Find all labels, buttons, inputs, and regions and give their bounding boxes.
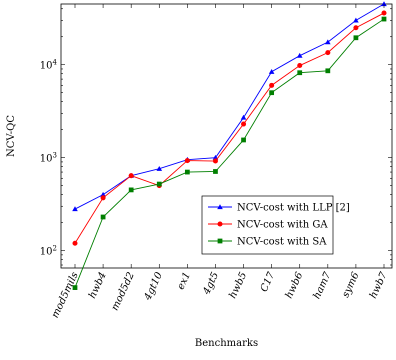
x-tick-label-4gt10: 4gt10 — [142, 270, 165, 303]
y-tick-label: 104 — [40, 59, 58, 72]
y-tick-exponent: 4 — [53, 59, 58, 67]
data-point-triangle — [240, 114, 247, 120]
data-point-triangle — [217, 204, 223, 210]
x-tick-label-hwb7: hwb7 — [368, 270, 390, 300]
series-2 — [72, 10, 387, 246]
data-point-circle — [128, 173, 134, 179]
series-line — [74, 12, 385, 244]
series-line — [74, 3, 385, 210]
series-line — [74, 18, 385, 288]
series-1 — [72, 1, 387, 212]
y-tick-exponent: 2 — [53, 245, 57, 253]
data-point-circle — [381, 10, 387, 16]
legend-label: NCV-cost with LLP [2] — [237, 203, 350, 214]
x-tick-label-mod5mils: mod5mils — [50, 271, 81, 320]
legend-entry-1: NCV-cost with LLP [2] — [208, 203, 350, 214]
y-axis-title: NCV-QC — [6, 115, 17, 157]
x-tick-label-ex1: ex1 — [176, 271, 194, 292]
data-point-triangle — [353, 17, 359, 23]
data-point-circle — [353, 25, 359, 31]
x-tick-label-hwb6: hwb6 — [284, 270, 306, 300]
x-tick-label-hwb5: hwb5 — [228, 271, 250, 301]
data-point-square — [156, 181, 162, 187]
data-point-triangle — [268, 68, 275, 74]
data-point-square — [128, 187, 134, 193]
x-tick-label-hwb4: hwb4 — [87, 271, 109, 301]
plot-frame-layer — [60, 3, 393, 269]
x-tick-label-4gt5: 4gt5 — [201, 271, 221, 298]
data-point-square — [297, 70, 303, 76]
legend: NCV-cost with LLP [2] NCV-cost with GA NCV… — [201, 195, 350, 255]
y-tick-label: 102 — [40, 245, 57, 258]
data-point-triangle — [296, 52, 303, 58]
legend-entry-2: NCV-cost with GA — [208, 220, 328, 231]
series-3 — [72, 16, 387, 290]
data-point-triangle — [72, 206, 78, 212]
data-point-circle — [217, 221, 223, 227]
data-point-triangle — [100, 191, 106, 197]
plot-frame — [60, 3, 393, 269]
data-point-square — [72, 285, 78, 290]
legend-label: NCV-cost with GA — [237, 220, 328, 231]
data-point-square — [241, 137, 246, 143]
x-tick-label-mod5d2: mod5d2 — [110, 271, 137, 313]
data-point-circle — [297, 63, 303, 69]
data-point-square — [325, 68, 331, 74]
y-tick-base: 10 — [40, 61, 53, 72]
data-point-triangle — [325, 39, 331, 45]
x-tick-label-ham7: ham7 — [312, 270, 334, 301]
data-point-circle — [325, 50, 331, 56]
y-tick-base: 10 — [40, 247, 53, 258]
data-point-square — [184, 169, 190, 175]
data-point-circle — [100, 195, 106, 201]
data-point-square — [213, 169, 218, 174]
x-axis-title: Benchmarks — [195, 338, 258, 349]
data-point-triangle — [156, 165, 163, 171]
legend-box — [201, 195, 334, 255]
data-point-square — [217, 238, 223, 244]
data-point-triangle — [381, 1, 387, 7]
legend-label: NCV-cost with SA — [237, 237, 327, 248]
data-point-circle — [184, 158, 190, 164]
data-point-circle — [72, 240, 78, 246]
y-tick-exponent: 3 — [53, 152, 57, 160]
legend-entry-3: NCV-cost with SA — [208, 237, 327, 248]
series-layer — [72, 1, 387, 290]
data-point-circle — [241, 121, 247, 127]
data-point-square — [353, 35, 359, 41]
data-point-square — [269, 90, 275, 96]
y-tick-base: 10 — [40, 154, 53, 165]
x-tick-label-sym6: sym6 — [340, 270, 361, 299]
data-point-circle — [212, 158, 218, 164]
data-point-square — [100, 214, 106, 220]
data-point-circle — [269, 82, 275, 88]
x-tick-label-c17: C17 — [259, 270, 278, 294]
data-point-square — [381, 16, 387, 22]
y-tick-label: 103 — [40, 152, 57, 165]
